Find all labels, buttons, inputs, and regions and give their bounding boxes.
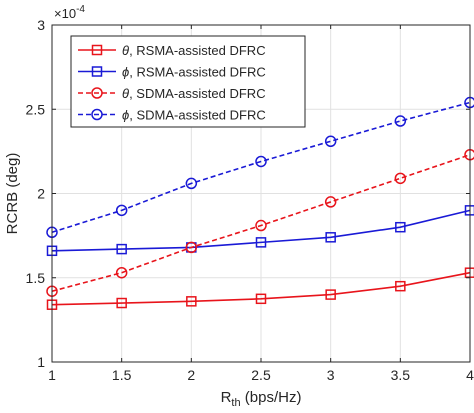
legend-label: ϕ, RSMA-assisted DFRC [122,65,266,80]
legend-label: ϕ, SDMA-assisted DFRC [122,108,266,123]
x-tick-label: 3.5 [391,367,411,383]
x-tick-label: 3 [327,367,335,383]
y-tick-label: 1 [37,354,45,370]
x-tick-label: 1.5 [112,367,132,383]
y-axis-title: RCRB (deg) [4,153,21,235]
x-tick-label: 1 [48,367,56,383]
x-tick-label: 4 [466,367,474,383]
legend: θ, RSMA-assisted DFRC ϕ, RSMA-assisted DF… [71,36,305,127]
y-tick-label: 3 [37,17,45,33]
y-tick-label: 2 [37,186,45,202]
y-tick-label: 1.5 [26,270,46,286]
legend-label: θ, SDMA-assisted DFRC [122,86,266,101]
x-tick-label: 2.5 [251,367,271,383]
x-tick-label: 2 [187,367,195,383]
legend-label: θ, RSMA-assisted DFRC [122,43,266,58]
y-tick-label: 2.5 [26,101,46,117]
